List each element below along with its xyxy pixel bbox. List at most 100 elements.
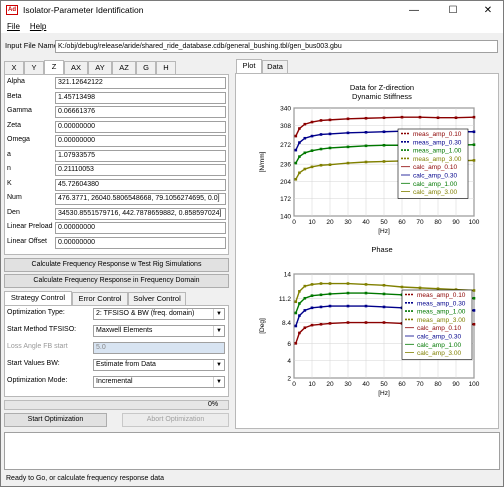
data-point bbox=[472, 115, 476, 119]
param-label: n bbox=[7, 165, 11, 172]
data-point bbox=[382, 130, 386, 134]
param-label: Linear Preload bbox=[7, 223, 53, 230]
legend-label: meas_amp_0.30 bbox=[417, 300, 466, 307]
tab-solver-control[interactable]: Solver Control bbox=[128, 292, 186, 305]
data-point bbox=[328, 132, 332, 136]
data-point bbox=[382, 283, 386, 287]
strategy-combo[interactable]: Incremental ▼ bbox=[93, 376, 225, 388]
start-optimization-button[interactable]: Start Optimization bbox=[4, 413, 107, 427]
tab-error-control[interactable]: Error Control bbox=[72, 292, 128, 305]
param-field[interactable]: 1.07933575 bbox=[55, 149, 226, 162]
data-point bbox=[310, 134, 314, 138]
data-point bbox=[303, 122, 307, 126]
data-point bbox=[346, 321, 350, 324]
data-point bbox=[319, 305, 323, 309]
calc-test-rig-button[interactable]: Calculate Frequency Response w Test Rig … bbox=[4, 258, 229, 272]
data-point bbox=[328, 304, 332, 308]
minimize-icon[interactable]: — bbox=[409, 4, 419, 16]
data-point bbox=[346, 145, 350, 149]
strategy-label: Optimization Type: bbox=[7, 309, 65, 316]
tab-plot[interactable]: Plot bbox=[236, 59, 262, 73]
param-field[interactable]: 34530.8551579716, 442.7878659882, 0.8585… bbox=[55, 207, 226, 220]
tab-ay[interactable]: AY bbox=[88, 61, 112, 74]
title-bar: Ad Isolator-Parameter Identification — ☐… bbox=[1, 1, 503, 19]
x-tick-label: 30 bbox=[344, 381, 352, 388]
data-point bbox=[418, 286, 422, 290]
tab-ax[interactable]: AX bbox=[64, 61, 88, 74]
log-area[interactable] bbox=[4, 432, 500, 470]
tab-strategy-control[interactable]: Strategy Control bbox=[4, 291, 72, 305]
param-field[interactable]: 0.00000000 bbox=[55, 120, 226, 133]
data-point bbox=[346, 161, 350, 165]
data-point bbox=[400, 115, 404, 119]
x-tick-label: 20 bbox=[326, 219, 334, 226]
data-point bbox=[319, 322, 323, 326]
chevron-down-icon[interactable]: ▼ bbox=[213, 360, 224, 370]
tab-z[interactable]: Z bbox=[44, 60, 64, 74]
data-point bbox=[294, 161, 298, 165]
data-point bbox=[294, 148, 298, 152]
menu-file[interactable]: File bbox=[7, 21, 20, 31]
data-point bbox=[298, 314, 301, 317]
chevron-down-icon[interactable]: ▼ bbox=[213, 326, 224, 336]
calc-freq-domain-button[interactable]: Calculate Frequency Response in Frequenc… bbox=[4, 274, 229, 288]
data-point bbox=[382, 292, 386, 296]
close-icon[interactable]: ✕ bbox=[483, 4, 493, 16]
legend-label: calc_amp_3.00 bbox=[413, 189, 457, 196]
data-point bbox=[436, 116, 440, 120]
param-field[interactable]: 45.72604380 bbox=[55, 178, 226, 191]
x-tick-label: 10 bbox=[308, 381, 316, 388]
strategy-combo[interactable]: 2: TFSISO & BW (freq. domain) ▼ bbox=[93, 308, 225, 320]
y-tick-label: 4 bbox=[287, 358, 291, 365]
param-field[interactable]: 0.06661376 bbox=[55, 106, 226, 118]
data-point bbox=[400, 285, 404, 289]
strategy-combo[interactable]: Estimate from Data ▼ bbox=[93, 359, 225, 371]
param-field[interactable]: 476.3771, 26040.5806548668, 79.105627469… bbox=[55, 193, 226, 205]
param-label: Gamma bbox=[7, 107, 32, 114]
data-point bbox=[472, 159, 476, 162]
maximize-icon[interactable]: ☐ bbox=[448, 4, 458, 16]
param-field[interactable]: 0.00000000 bbox=[55, 135, 226, 147]
x-tick-label: 30 bbox=[344, 219, 352, 226]
x-tick-label: 70 bbox=[416, 381, 424, 388]
strategy-label: Optimization Mode: bbox=[7, 377, 68, 384]
tab-y[interactable]: Y bbox=[24, 61, 44, 74]
y-axis-label: [Deg] bbox=[259, 318, 266, 334]
chevron-down-icon[interactable]: ▼ bbox=[213, 309, 224, 319]
data-point bbox=[364, 283, 368, 286]
tab-data[interactable]: Data bbox=[262, 60, 288, 73]
strategy-combo[interactable]: Maxwell Elements ▼ bbox=[93, 325, 225, 337]
param-field[interactable]: 0.00000000 bbox=[55, 222, 226, 234]
menu-help[interactable]: Help bbox=[29, 21, 47, 31]
data-point bbox=[310, 149, 314, 152]
data-point bbox=[328, 163, 332, 166]
tab-g[interactable]: G bbox=[136, 61, 156, 74]
y-tick-label: 2 bbox=[287, 376, 291, 383]
param-field[interactable]: 0.00000000 bbox=[55, 236, 226, 249]
y-tick-label: 140 bbox=[280, 214, 291, 221]
x-tick-label: 20 bbox=[326, 381, 334, 388]
menu-bar: File Help bbox=[1, 19, 503, 33]
tab-h[interactable]: H bbox=[156, 61, 176, 74]
input-file-field[interactable]: K:/obj/debug/release/aride/shared_ride_d… bbox=[55, 40, 498, 53]
data-point bbox=[319, 147, 323, 151]
data-point bbox=[298, 155, 301, 158]
data-point bbox=[328, 292, 332, 296]
tab-x[interactable]: X bbox=[4, 61, 24, 74]
plot-tabs: Plot Data bbox=[236, 59, 288, 73]
chart-subtitle: Dynamic Stiffness bbox=[352, 92, 412, 101]
strategy-value: 2: TFSISO & BW (freq. domain) bbox=[96, 310, 195, 317]
chart-title: Phase bbox=[371, 245, 392, 254]
tab-az[interactable]: AZ bbox=[112, 61, 136, 74]
legend-label: meas_amp_3.00 bbox=[417, 317, 466, 324]
legend-label: meas_amp_0.10 bbox=[417, 292, 466, 299]
chart-title: Data for Z-direction bbox=[350, 83, 414, 92]
chevron-down-icon[interactable]: ▼ bbox=[213, 377, 224, 387]
param-field[interactable]: 1.45713498 bbox=[55, 91, 226, 104]
param-field[interactable]: 321.12642122 bbox=[55, 77, 226, 89]
strategy-value: Incremental bbox=[96, 378, 133, 385]
legend-label: meas_amp_0.30 bbox=[413, 139, 462, 146]
data-point bbox=[364, 304, 368, 308]
param-field[interactable]: 0.21110053 bbox=[55, 164, 226, 176]
